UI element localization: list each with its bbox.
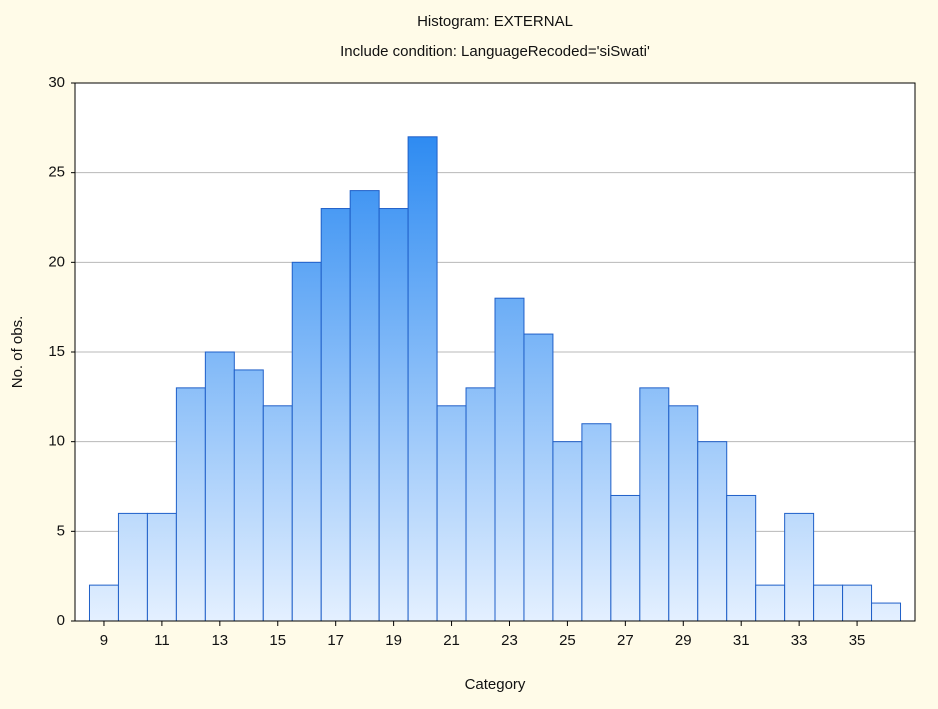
x-tick-label: 13: [211, 632, 228, 649]
bar: [639, 387, 670, 622]
bar: [697, 441, 728, 622]
y-tick-label: 0: [57, 612, 65, 629]
x-axis-label: Category: [465, 676, 526, 693]
x-tick-label: 11: [154, 632, 170, 649]
bar: [871, 602, 902, 622]
bar: [842, 584, 873, 622]
chart-subtitle: Include condition: LanguageRecoded='siSw…: [340, 43, 650, 60]
bar: [349, 190, 380, 622]
bar: [552, 441, 583, 622]
bar: [204, 351, 235, 622]
bar: [320, 208, 351, 622]
y-tick-label: 30: [48, 74, 65, 91]
x-tick-label: 19: [385, 632, 402, 649]
bar: [755, 584, 786, 622]
x-tick-label: 27: [617, 632, 634, 649]
bar: [88, 584, 119, 622]
bar: [465, 387, 496, 622]
y-tick-label: 10: [48, 433, 65, 450]
bar: [262, 405, 293, 622]
bar: [784, 512, 815, 622]
bar: [233, 369, 264, 622]
x-tick-label: 25: [559, 632, 576, 649]
bar: [117, 512, 148, 622]
x-tick-label: 31: [733, 632, 750, 649]
bar: [668, 405, 699, 622]
x-tick-label: 21: [443, 632, 460, 649]
x-tick-label: 35: [849, 632, 866, 649]
y-tick-label: 25: [48, 164, 65, 181]
bar: [726, 494, 757, 622]
x-tick-label: 17: [327, 632, 344, 649]
bar: [378, 208, 409, 622]
x-tick-label: 33: [791, 632, 808, 649]
bar: [813, 584, 844, 622]
bar: [407, 136, 438, 622]
x-tick-label: 15: [269, 632, 286, 649]
bar: [175, 387, 206, 622]
bar: [291, 261, 322, 622]
x-tick-label: 9: [100, 632, 108, 649]
bar: [436, 405, 467, 622]
bar: [494, 297, 525, 622]
plot-border: [74, 82, 916, 622]
bar: [610, 494, 641, 622]
bar: [523, 333, 554, 622]
y-axis-label: No. of obs.: [9, 316, 26, 389]
y-tick-label: 5: [57, 522, 65, 539]
x-tick-label: 29: [675, 632, 692, 649]
y-tick-label: 20: [48, 253, 65, 270]
bar: [146, 512, 177, 622]
x-tick-label: 23: [501, 632, 518, 649]
y-tick-label: 15: [48, 343, 65, 360]
chart-title: Histogram: EXTERNAL: [417, 13, 573, 30]
bar: [581, 423, 612, 622]
